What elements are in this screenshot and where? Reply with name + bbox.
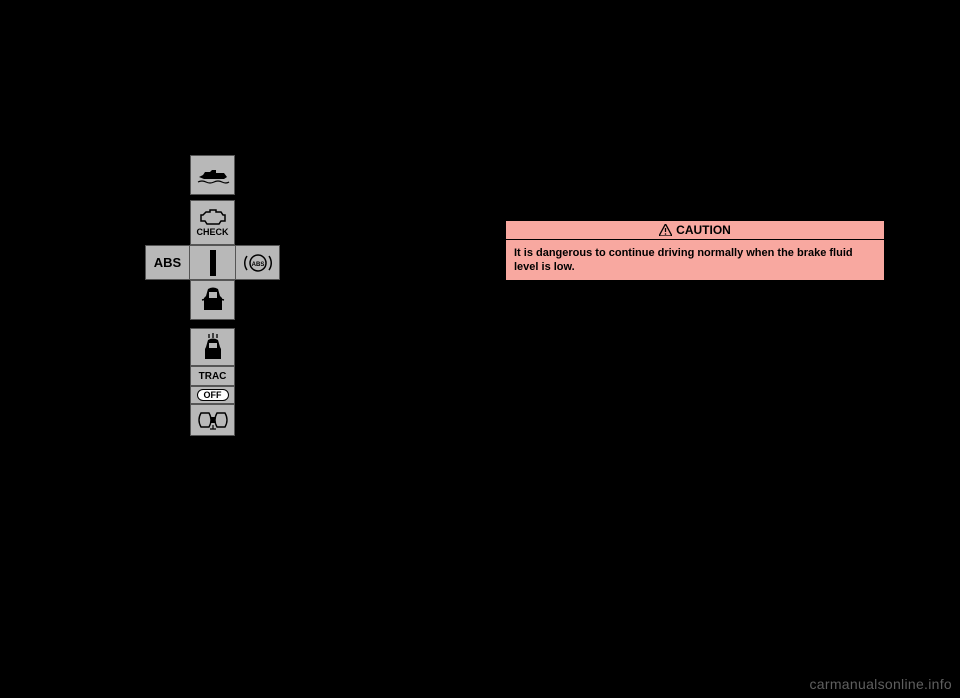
left-column: If any service reminder indicator or war…: [105, 75, 485, 137]
off-label-icon: OFF: [190, 386, 235, 404]
bullet-heading: When the brake fluid level is low ...: [505, 194, 885, 208]
list-item: • the "VSC" warning light comes on (vehi…: [505, 413, 885, 446]
bullet-heading: When the hydraulic brake booster fails .…: [505, 295, 885, 309]
watermark: carmanualsonline.info: [810, 676, 953, 692]
trac-label-icon: TRAC: [190, 366, 235, 386]
vsc-car-icon: [190, 328, 235, 366]
caution-box: CAUTION It is dangerous to continue driv…: [505, 220, 885, 282]
check-engine-icon: CHECK: [190, 200, 235, 245]
body-paragraph: In this case,: [505, 371, 885, 388]
body-paragraph: When the ignition is on, the brake syste…: [505, 93, 885, 126]
icon-separator: [190, 245, 235, 280]
subsection-heading: (a) Brake System Warning Light and Buzze…: [505, 75, 885, 89]
door-ajar-icon: [190, 280, 235, 320]
warning-triangle-icon: [659, 224, 672, 236]
caution-body-text: It is dangerous to continue driving norm…: [506, 240, 884, 281]
body-paragraph: This light comes on for a few seconds wh…: [505, 152, 885, 185]
oil-pressure-icon: [190, 155, 235, 195]
list-item: • the "ABS" warning light comes on,: [505, 392, 885, 409]
svg-text:ABS: ABS: [251, 262, 264, 268]
warning-icon-cluster: CHECK ABS ABS: [140, 155, 280, 435]
headlight-leveling-icon: [190, 404, 235, 436]
check-label: CHECK: [196, 227, 228, 237]
caution-header: CAUTION: [506, 221, 884, 240]
have-it-checked-text: Have it checked by your Lexus dealer as …: [105, 455, 485, 472]
section-heading: If any service reminder indicator or war…: [105, 97, 485, 129]
right-column: (a) Brake System Warning Light and Buzze…: [505, 75, 885, 475]
list-item: • the "TRAC OFF" indicator/warning light…: [505, 450, 885, 467]
abs-circle-icon: ABS: [235, 245, 280, 280]
caution-label: CAUTION: [676, 223, 731, 237]
abs-text-icon: ABS: [145, 245, 190, 280]
body-paragraph: If the brake booster causes a problem re…: [505, 313, 885, 363]
bullet-heading: When the parking brake is applied ...: [505, 134, 885, 148]
